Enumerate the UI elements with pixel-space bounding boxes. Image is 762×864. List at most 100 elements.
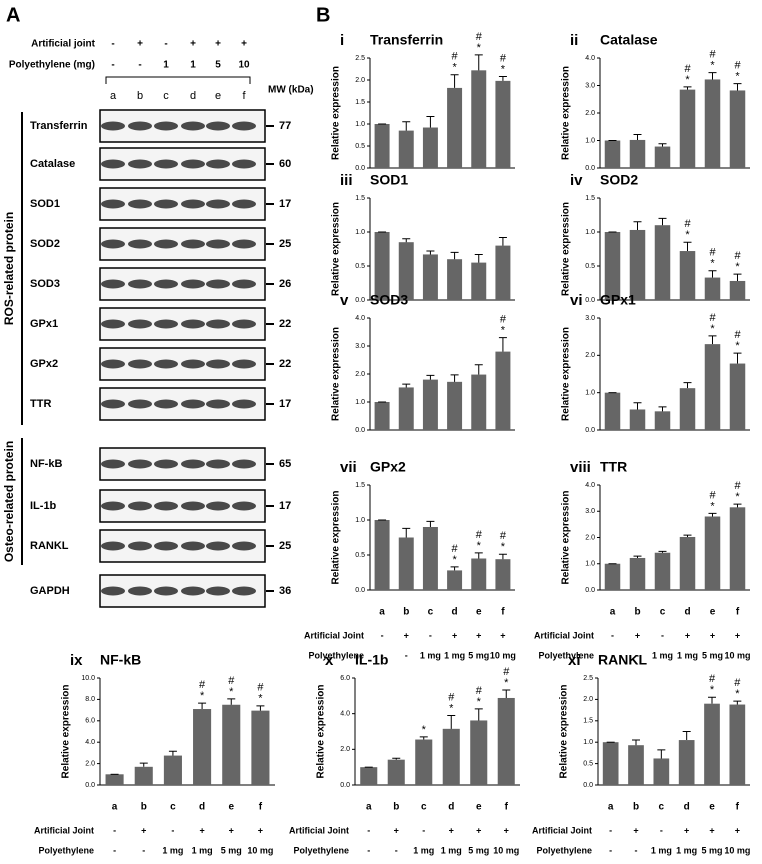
band (232, 541, 256, 551)
band (101, 279, 125, 289)
panel-label: B (316, 4, 330, 26)
mw-value: 36 (279, 585, 291, 597)
error-bar (256, 705, 265, 711)
y-axis-label: Relative expression (331, 327, 342, 421)
significance: * (735, 688, 740, 700)
y-tick-label: 1.0 (355, 229, 365, 236)
condition-value: 5 mg (701, 845, 722, 855)
error-bar (657, 749, 666, 759)
bar (471, 374, 487, 430)
bar (604, 563, 621, 590)
band (232, 586, 256, 596)
band (232, 121, 256, 131)
lane-label: a (110, 90, 117, 102)
bar (495, 245, 511, 300)
significance: * (710, 258, 715, 270)
significance: * (501, 325, 506, 337)
significance: * (477, 696, 482, 708)
significance: * (229, 686, 234, 698)
protein-name: RANKL (30, 540, 69, 552)
band (128, 199, 152, 209)
error-bar (633, 133, 642, 140)
lane-label: d (190, 90, 196, 102)
band (181, 159, 205, 169)
bar (679, 536, 696, 590)
y-tick-label: 1.0 (355, 121, 365, 128)
condition-value: 1 mg (420, 650, 441, 660)
protein-name: GAPDH (30, 585, 70, 597)
condition-name: Artificial Joint (289, 825, 349, 835)
bar (604, 232, 621, 300)
y-axis-label: Relative expression (331, 202, 342, 296)
mw-value: 17 (279, 500, 291, 512)
y-axis-label: Relative expression (61, 685, 72, 779)
y-axis-label: Relative expression (331, 491, 342, 585)
y-tick-label: 2.5 (355, 55, 365, 62)
condition-value: 1 mg (441, 845, 462, 855)
bar (422, 127, 438, 168)
error-bar (682, 731, 691, 741)
bar (398, 130, 414, 168)
chart-label: vii (340, 459, 357, 476)
x-tick-label: d (448, 802, 454, 813)
error-bar (419, 736, 428, 740)
chart-title: SOD2 (600, 172, 638, 188)
protein-name: IL-1b (30, 500, 57, 512)
band (154, 501, 178, 511)
band (232, 239, 256, 249)
error-bar (708, 72, 717, 80)
mw-value: 22 (279, 358, 291, 370)
bar (374, 124, 390, 168)
condition-value: + (735, 630, 740, 640)
protein-name: SOD2 (30, 238, 60, 250)
band (154, 121, 178, 131)
condition-value: + (710, 630, 715, 640)
mw-value: 22 (279, 318, 291, 330)
band (154, 279, 178, 289)
error-bar (402, 238, 411, 243)
error-bar (658, 550, 667, 553)
band (206, 121, 230, 131)
protein-name: NF-kB (30, 458, 62, 470)
y-tick-label: 1.0 (355, 399, 365, 406)
bar (704, 516, 721, 590)
chart-title: RANKL (598, 652, 647, 668)
band (206, 501, 230, 511)
condition-value: - (611, 630, 614, 640)
mw-value: 25 (279, 540, 291, 552)
y-tick-label: 3.0 (585, 508, 595, 515)
bar (629, 409, 646, 430)
x-tick-label: e (228, 802, 234, 813)
bar (495, 351, 511, 430)
y-tick-label: 0.0 (585, 165, 595, 172)
y-tick-label: 4.0 (355, 315, 365, 322)
mw-value: 25 (279, 238, 291, 250)
band (101, 239, 125, 249)
condition-value: + (258, 825, 263, 835)
significance: * (735, 70, 740, 82)
condition-value: - (422, 825, 425, 835)
group-name: Osteo-related protein (2, 441, 16, 562)
bar (654, 411, 671, 430)
band (128, 501, 152, 511)
mw-header: MW (kDa) (268, 85, 314, 96)
chart-label: vi (570, 292, 583, 309)
error-bar (633, 221, 642, 230)
condition-value: - (381, 630, 384, 640)
bar (471, 70, 487, 168)
x-tick-label: d (684, 607, 690, 618)
panel-label: A (6, 4, 20, 26)
significance: # (709, 312, 716, 324)
y-tick-label: 4.0 (340, 711, 350, 718)
band (232, 359, 256, 369)
band (181, 121, 205, 131)
x-tick-label: b (393, 802, 399, 813)
x-tick-label: d (199, 802, 205, 813)
y-tick-label: 0.5 (355, 263, 365, 270)
error-bar (450, 374, 459, 382)
condition-name: Artificial Joint (532, 825, 592, 835)
condition-value: + (229, 825, 234, 835)
condition-value: 5 mg (702, 650, 723, 660)
condition-value: - (609, 825, 612, 835)
significance: * (501, 63, 506, 75)
